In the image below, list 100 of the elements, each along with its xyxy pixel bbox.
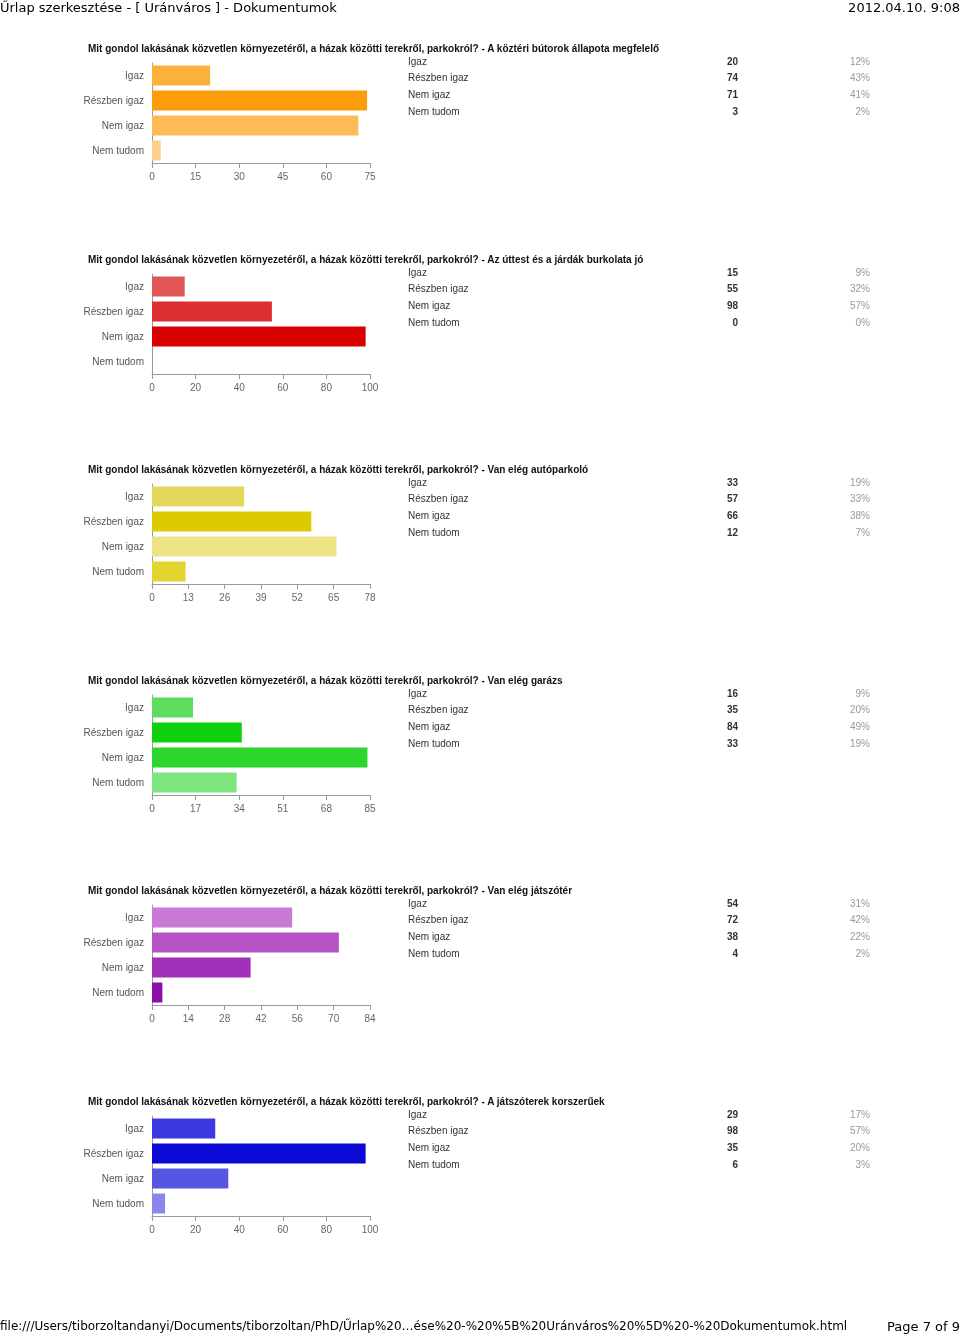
y-tick-label: Nem igaz [101,751,144,763]
y-tick-label: Nem igaz [101,962,144,974]
text: Page 7 of 9 [887,1319,960,1334]
text: 38% [849,510,871,522]
text: 3 [732,105,739,117]
text: 49% [849,720,871,732]
x-tick-label: 65 [328,591,340,603]
y-tick-label: Nem igaz [101,541,144,553]
text: 7% [855,526,871,538]
y-tick-label: Nem tudom [92,355,144,367]
category-label: Igaz [408,687,427,699]
x-tick-label: 70 [328,1012,340,1024]
text: 0% [855,316,871,328]
y-tick-label: Nem igaz [101,1173,144,1184]
category-label: Nem igaz [408,88,451,100]
y-tick-label: Igaz [125,70,144,81]
x-tick-label: 84 [364,1012,376,1024]
category-label: Nem tudom [408,947,460,959]
x-tick-label: 80 [320,1223,333,1235]
text: 9% [855,687,871,699]
x-tick-label: 100 [361,1223,379,1235]
x-tick-label: 78 [364,591,376,603]
y-tick-label: Nem igaz [101,330,144,342]
text: 19% [849,476,871,488]
text: 43% [849,72,871,84]
y-tick-label: Nem tudom [92,566,144,578]
chart-title: Mit gondol lakásának közvetlen környezetéről, a házak közötti terekről, parkokról? - A köztéri bútorok állapota megfelelő [88,43,660,54]
text: 6 [732,1158,739,1170]
x-tick-label: 28 [219,1012,231,1024]
x-tick-label: 85 [364,802,376,814]
text: 54 [726,897,739,909]
x-tick-label: 60 [320,170,333,182]
x-tick-label: 68 [320,802,333,814]
x-tick-label: 0 [149,1012,156,1024]
text: 19% [849,737,871,749]
x-tick-label: 13 [182,591,195,603]
x-tick-label: 40 [233,1223,246,1235]
chart-title: Mit gondol lakásának közvetlen környezetéről, a házak közötti terekről, parkokról? - Az úttest és a járdák burkolata jó [88,253,644,265]
text: 29 [726,1108,739,1120]
chart-title: Mit gondol lakásának közvetlen környezetéről, a házak közötti terekről, parkokról? - Van elég játszótér [88,885,573,897]
category-label: Nem igaz [408,510,451,522]
y-tick-label: Nem tudom [92,776,144,788]
category-label: Nem tudom [408,1158,460,1170]
y-tick-label: Részben igaz [83,1148,144,1159]
text: file:///Users/tiborzoltandanyi/Documents/tiborzoltan/PhD/Űrlap%20…ése%20-%20%5B%20Uránváros%20%5D%20-%20Dokumentumok.html [0,1319,848,1333]
text: Űrlap szerkesztése - [ Uránváros ] - Dokumentumok [0,0,337,15]
text: 16 [726,687,739,699]
text: 98 [726,299,739,311]
x-tick-label: 15 [190,170,202,182]
category-label: Nem tudom [408,526,460,538]
text: 57% [849,1125,871,1137]
x-tick-label: 0 [149,1223,156,1235]
x-tick-label: 0 [149,591,156,603]
x-tick-label: 56 [291,1012,304,1024]
text: 66 [726,510,739,522]
chart-title: Mit gondol lakásának közvetlen környezetéről, a házak közötti terekről, parkokról? - Van elég autóparkoló [88,464,589,476]
text: 41% [849,88,871,100]
text: 35 [726,1141,739,1153]
category-label: Részben igaz [408,493,469,505]
x-tick-label: 0 [149,170,156,182]
text: 20 [726,55,739,67]
category-label: Igaz [408,1108,427,1120]
x-tick-label: 60 [277,381,289,393]
category-label: Igaz [408,897,427,909]
category-label: Részben igaz [408,704,469,715]
x-tick-label: 0 [149,802,156,814]
text: 12% [849,55,871,67]
x-tick-label: 20 [190,381,202,393]
category-label: Nem tudom [408,105,460,117]
x-tick-label: 45 [277,170,289,182]
text: 55 [726,282,739,294]
y-tick-label: Részben igaz [83,95,144,106]
y-tick-label: Igaz [125,491,144,503]
text: 33 [726,737,739,749]
y-tick-label: Igaz [125,280,144,292]
category-label: Nem igaz [408,720,451,732]
x-tick-label: 0 [149,381,156,393]
text: 4 [732,947,739,959]
text: 38 [726,931,739,943]
x-tick-label: 17 [190,802,202,814]
text: 33 [726,476,739,488]
text: 20% [849,1141,871,1153]
x-tick-label: 80 [320,381,333,393]
y-tick-label: Részben igaz [83,937,144,949]
text: 84 [726,720,739,732]
text: 0 [732,316,739,328]
y-tick-label: Nem tudom [92,987,144,999]
x-tick-label: 30 [233,170,246,182]
category-label: Igaz [408,266,427,278]
y-tick-label: Részben igaz [83,516,144,528]
y-tick-label: Nem tudom [92,145,144,156]
category-label: Nem igaz [408,1141,451,1153]
category-label: Részben igaz [408,282,469,294]
x-tick-label: 42 [255,1012,267,1024]
text: 32% [849,282,871,294]
y-tick-label: Nem igaz [101,120,144,131]
category-label: Részben igaz [408,1125,469,1137]
text: 2% [855,105,871,117]
text: 57 [726,493,739,505]
x-tick-label: 26 [219,591,231,603]
